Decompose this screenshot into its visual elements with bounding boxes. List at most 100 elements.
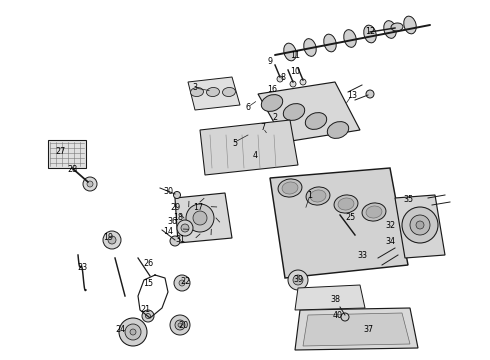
Ellipse shape [261, 95, 283, 111]
Text: 10: 10 [290, 68, 300, 77]
Text: 8: 8 [280, 73, 286, 82]
Circle shape [300, 79, 306, 85]
Circle shape [186, 204, 214, 232]
Text: 33: 33 [357, 251, 367, 260]
Ellipse shape [191, 87, 203, 96]
Text: 28: 28 [67, 166, 77, 175]
Ellipse shape [366, 206, 382, 218]
Ellipse shape [344, 30, 356, 47]
Circle shape [87, 181, 93, 187]
Ellipse shape [222, 87, 236, 96]
Ellipse shape [338, 198, 354, 210]
Text: 34: 34 [385, 238, 395, 247]
Ellipse shape [362, 203, 386, 221]
Text: 29: 29 [170, 203, 180, 212]
Text: 21: 21 [140, 306, 150, 315]
Ellipse shape [327, 122, 349, 138]
Circle shape [177, 220, 193, 236]
Ellipse shape [278, 179, 302, 197]
Text: 5: 5 [232, 139, 238, 148]
Text: 13: 13 [347, 90, 357, 99]
Circle shape [83, 177, 97, 191]
Text: 35: 35 [403, 195, 413, 204]
Circle shape [108, 236, 116, 244]
Text: 16: 16 [267, 85, 277, 94]
Ellipse shape [283, 104, 305, 120]
Text: 37: 37 [363, 325, 373, 334]
Circle shape [146, 314, 150, 319]
Text: 17: 17 [193, 203, 203, 212]
Text: 40: 40 [333, 310, 343, 320]
Ellipse shape [304, 39, 316, 56]
Circle shape [366, 90, 374, 98]
Text: 27: 27 [55, 148, 65, 157]
Circle shape [119, 318, 147, 346]
Circle shape [125, 324, 141, 340]
Circle shape [170, 315, 190, 335]
Circle shape [402, 207, 438, 243]
Text: 15: 15 [143, 279, 153, 288]
Circle shape [410, 215, 430, 235]
Text: 23: 23 [77, 264, 87, 273]
Polygon shape [295, 285, 365, 310]
Text: 12: 12 [365, 27, 375, 36]
Text: 6: 6 [245, 103, 250, 112]
Ellipse shape [404, 16, 416, 34]
Ellipse shape [305, 113, 327, 129]
Text: 11: 11 [290, 50, 300, 59]
Circle shape [290, 81, 296, 87]
Text: 30: 30 [163, 188, 173, 197]
Text: 14: 14 [163, 228, 173, 237]
Text: 25: 25 [345, 213, 355, 222]
Circle shape [103, 231, 121, 249]
Text: 9: 9 [268, 58, 272, 67]
Text: 24: 24 [115, 325, 125, 334]
Text: 4: 4 [252, 150, 258, 159]
Circle shape [175, 320, 185, 330]
Text: 32: 32 [385, 220, 395, 230]
Ellipse shape [384, 21, 396, 38]
Ellipse shape [306, 187, 330, 205]
Text: 3: 3 [193, 84, 197, 93]
Circle shape [341, 313, 349, 321]
Ellipse shape [334, 195, 358, 213]
Circle shape [277, 76, 283, 82]
Circle shape [130, 329, 136, 335]
Polygon shape [200, 120, 298, 175]
Text: 7: 7 [261, 123, 266, 132]
Text: 39: 39 [293, 275, 303, 284]
Circle shape [142, 310, 154, 322]
Polygon shape [295, 308, 418, 350]
Circle shape [416, 221, 424, 229]
Ellipse shape [206, 87, 220, 96]
Circle shape [179, 280, 185, 286]
Ellipse shape [310, 190, 326, 202]
Ellipse shape [324, 34, 336, 52]
Text: 20: 20 [178, 320, 188, 329]
Text: 31: 31 [175, 235, 185, 244]
Ellipse shape [364, 25, 376, 43]
Ellipse shape [284, 43, 296, 61]
Polygon shape [175, 193, 232, 243]
Text: 38: 38 [330, 296, 340, 305]
Polygon shape [258, 82, 360, 142]
Circle shape [181, 224, 189, 232]
FancyBboxPatch shape [48, 140, 86, 168]
Circle shape [174, 275, 190, 291]
Circle shape [173, 192, 180, 198]
Polygon shape [188, 77, 240, 110]
Polygon shape [270, 168, 408, 278]
Ellipse shape [391, 23, 403, 31]
Text: 2: 2 [272, 113, 277, 122]
Polygon shape [395, 195, 445, 258]
Polygon shape [303, 313, 410, 346]
Circle shape [170, 236, 180, 246]
Text: 36: 36 [167, 217, 177, 226]
Text: 18: 18 [173, 213, 183, 222]
Text: 22: 22 [180, 278, 190, 287]
Circle shape [293, 275, 303, 285]
Text: 1: 1 [308, 190, 313, 199]
Circle shape [288, 270, 308, 290]
Ellipse shape [282, 182, 298, 194]
Text: 19: 19 [103, 234, 113, 243]
